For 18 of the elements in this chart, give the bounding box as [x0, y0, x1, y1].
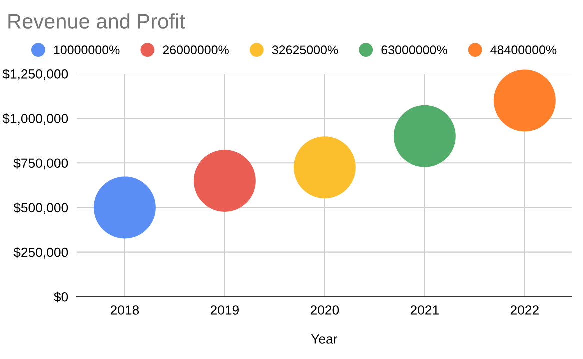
y-tick-label: $750,000: [14, 158, 68, 170]
y-tick-label: $250,000: [14, 247, 68, 259]
x-tick-label: 2021: [410, 306, 439, 315]
legend-label: 48400000%: [490, 46, 557, 55]
legend-label: 26000000%: [163, 46, 229, 55]
x-tick-label: 2022: [510, 306, 539, 315]
y-tick-label: $1,000,000: [2, 114, 68, 126]
legend-label: 32625000%: [272, 46, 338, 55]
legend-label: 63000000%: [382, 46, 448, 55]
x-tick-label: 2019: [210, 306, 239, 315]
x-tick-label: 2018: [110, 306, 140, 315]
y-tick-label: $500,000: [14, 202, 68, 214]
x-tick-label: 2020: [310, 306, 340, 315]
y-tick-label: $0: [54, 292, 68, 303]
x-axis-title: Year: [311, 334, 338, 344]
y-tick-label: $1,250,000: [2, 68, 68, 80]
chart-title: Revenue and Profit: [8, 14, 186, 29]
legend-label: 10000000%: [54, 46, 120, 55]
